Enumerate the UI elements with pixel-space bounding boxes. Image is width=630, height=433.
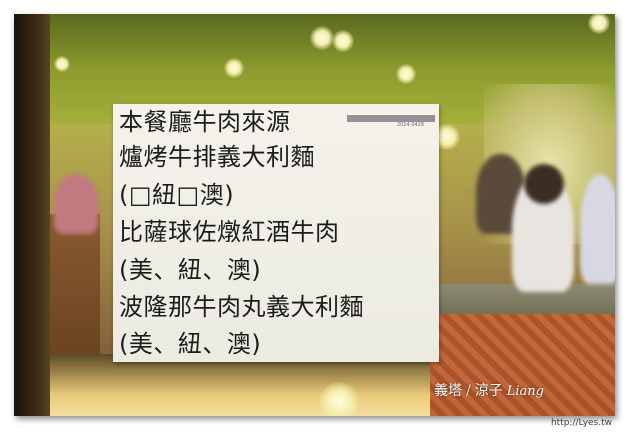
patterned-panel: [414, 314, 615, 416]
watermark-brand: 義塔: [434, 383, 462, 399]
site-credit: http://Lyes.tw: [550, 418, 612, 428]
sign-line: 波隆那牛肉丸義大利麵: [119, 293, 364, 321]
menu-sign: 2014.0428 本餐廳牛肉來源 爐烤牛排義大利麵 (□紐□澳) 比薩球佐燉紅…: [113, 104, 439, 362]
sign-line: 比薩球佐燉紅酒牛肉: [119, 218, 340, 246]
ceiling-light: [332, 30, 354, 52]
sign-line: (美、紐、澳): [119, 256, 262, 284]
sign-date-bar: [347, 115, 435, 122]
door-frame: [14, 14, 50, 416]
ceiling-light: [319, 382, 359, 416]
ceiling-light: [54, 56, 70, 72]
watermark: 義塔 / 涼子 Liang: [434, 380, 544, 400]
floor-light: [50, 354, 430, 416]
sign-line: (美、紐、澳): [119, 330, 262, 358]
sign-date: 2014.0428: [397, 122, 425, 128]
diner-figure: [524, 164, 564, 204]
sign-line: 爐烤牛排義大利麵: [119, 143, 315, 171]
ceiling-light: [588, 14, 610, 34]
watermark-author: 涼子: [474, 383, 503, 399]
sign-line: (□紐□澳): [119, 181, 235, 209]
diner-figure: [580, 174, 615, 284]
watermark-signature: Liang: [506, 384, 544, 399]
ceiling-light: [310, 26, 334, 50]
diner-figure: [54, 174, 98, 234]
photo: 2014.0428 本餐廳牛肉來源 爐烤牛排義大利麵 (□紐□澳) 比薩球佐燉紅…: [14, 14, 615, 416]
sign-line: 本餐廳牛肉來源: [119, 108, 291, 136]
ceiling-light: [396, 64, 416, 84]
watermark-slash: /: [466, 383, 471, 399]
ceiling-light: [224, 58, 244, 78]
